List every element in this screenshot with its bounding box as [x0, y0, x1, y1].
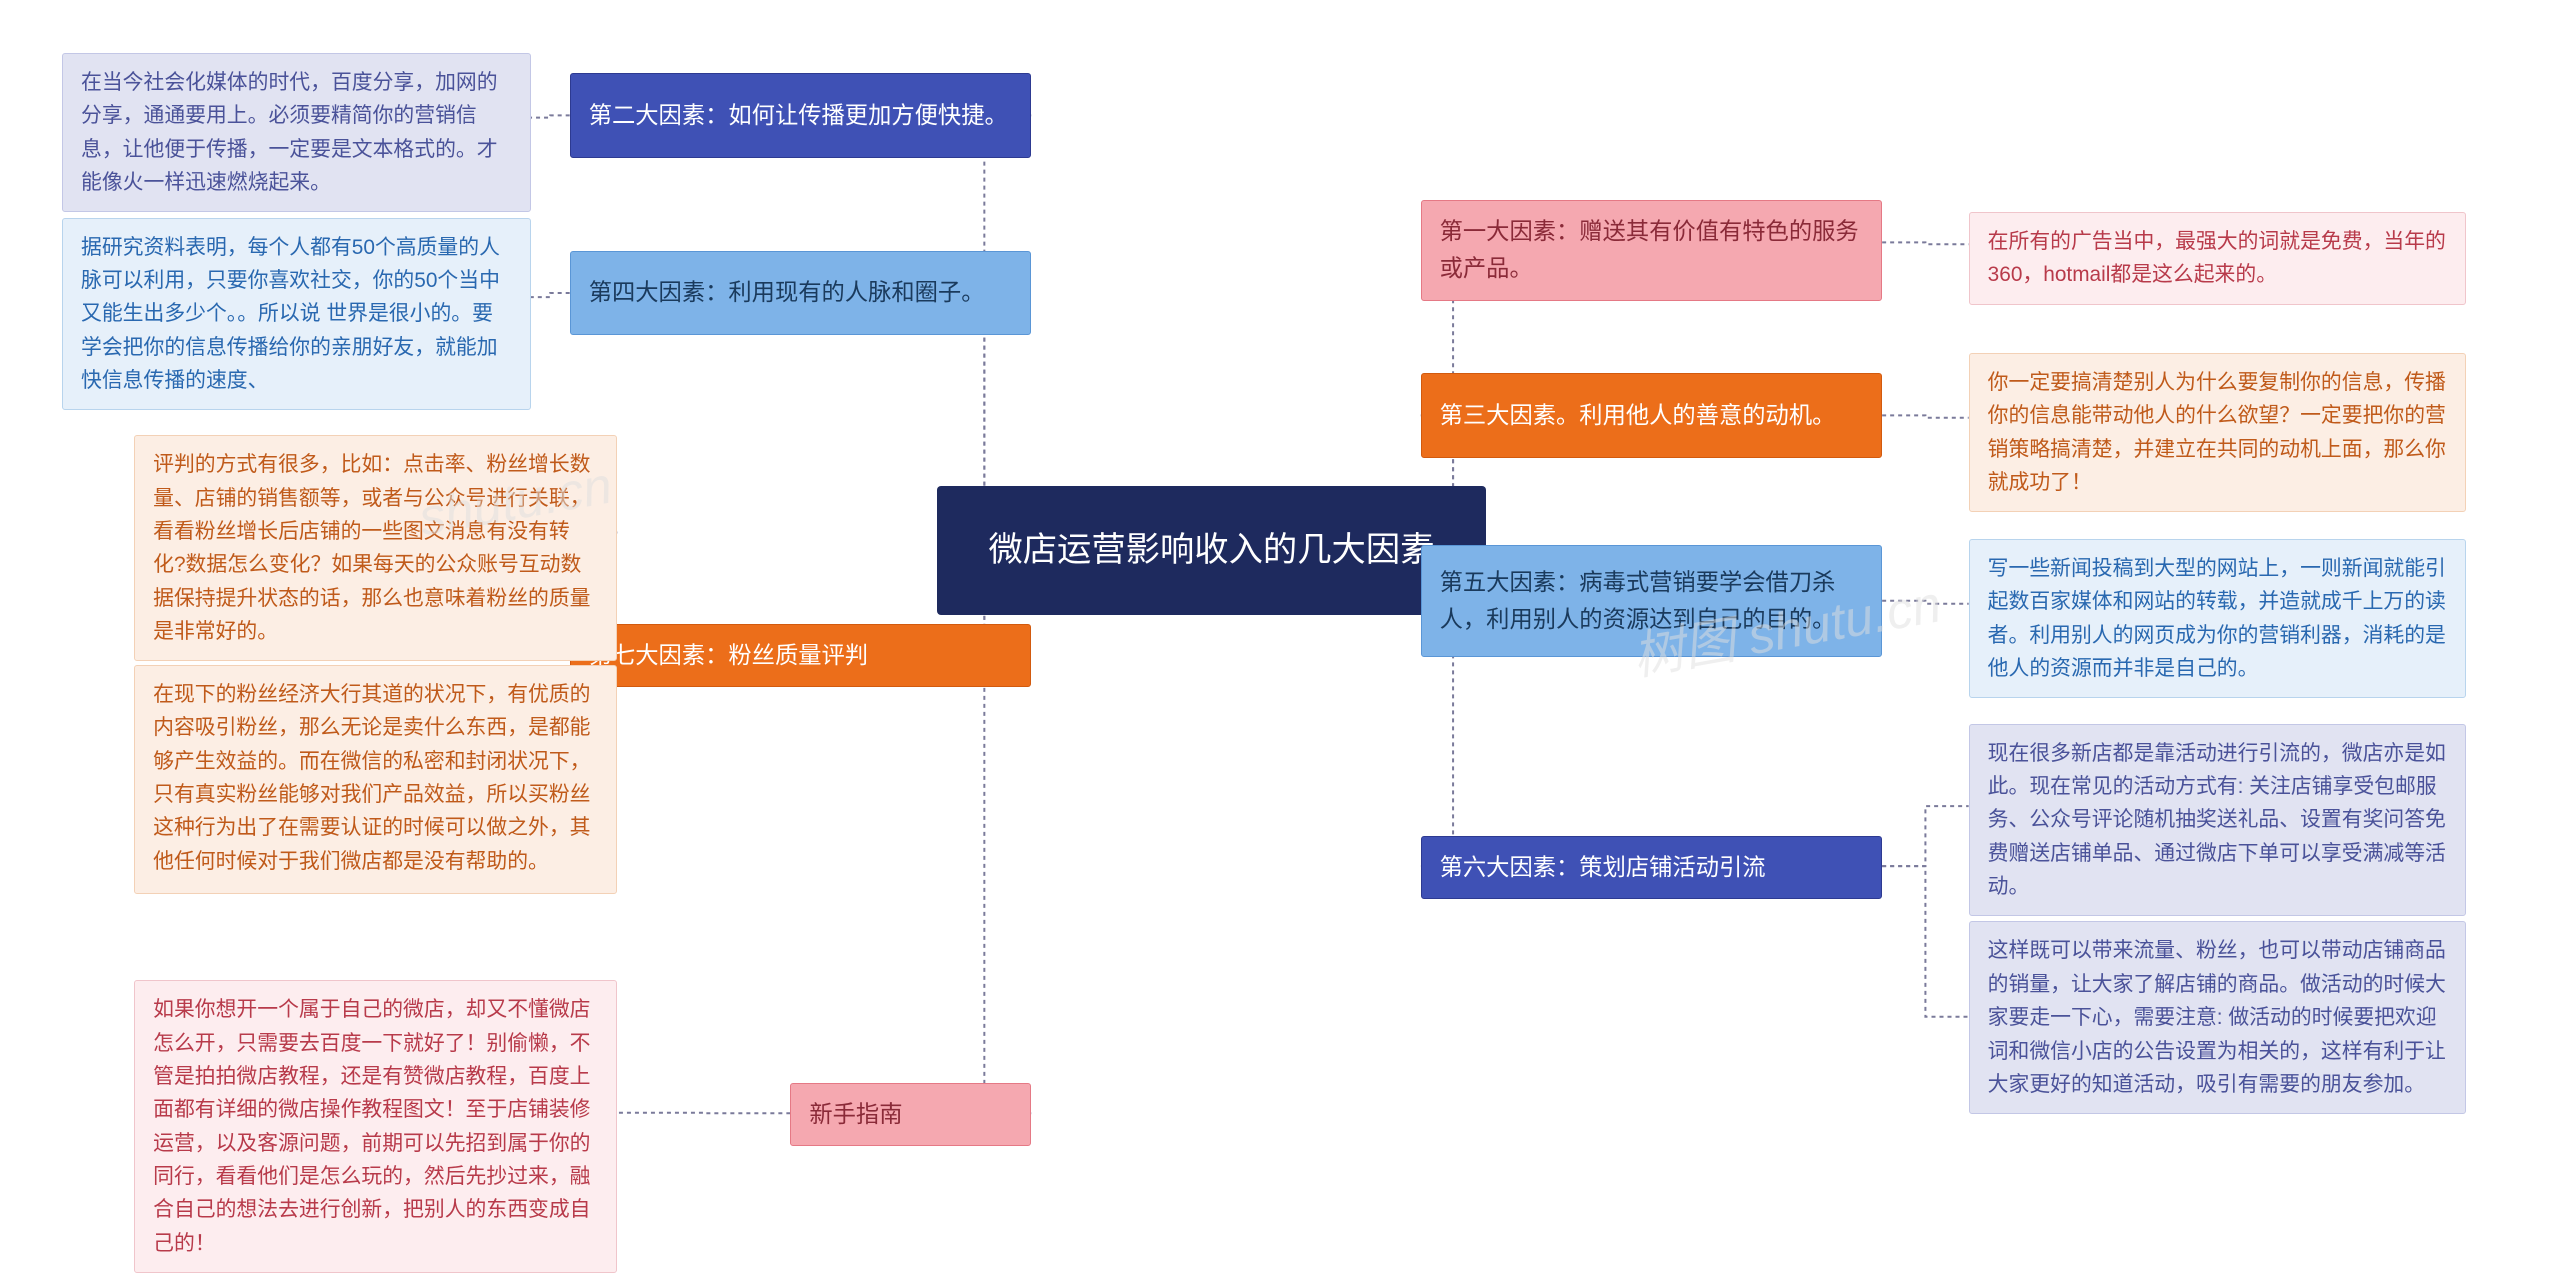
- factor-node-factor5: 第五大因素：病毒式营销要学会借刀杀人，利用别人的资源达到自己的目的。: [1421, 545, 1883, 657]
- detail-node-: 你一定要搞清楚别人为什么要复制你的信息，传播你的信息能带动他人的什么欲望？一定要…: [1969, 353, 2467, 512]
- factor-node-factor1: 第一大因素：赠送其有价值有特色的服务或产品。: [1421, 200, 1883, 301]
- detail-node-: 在所有的广告当中，最强大的词就是免费，当年的360，hotmail都是这么起来的…: [1969, 212, 2467, 305]
- factor-node-factor2: 第二大因素：如何让传播更加方便快捷。: [570, 73, 1032, 158]
- factor-node-factor4: 第四大因素：利用现有的人脉和圈子。: [570, 251, 1032, 336]
- factor-node-newbie: 新手指南: [790, 1083, 1031, 1146]
- detail-node-: 如果你想开一个属于自己的微店，却又不懂微店怎么开，只需要去百度一下就好了！别偷懒…: [134, 980, 617, 1273]
- factor-node-factor3: 第三大因素。利用他人的善意的动机。: [1421, 373, 1883, 458]
- detail-node-: 据研究资料表明，每个人都有50个高质量的人脉可以利用，只要你喜欢社交，你的50个…: [62, 218, 531, 411]
- detail-node-: 现在很多新店都是靠活动进行引流的，微店亦是如此。现在常见的活动方式有: 关注店铺…: [1969, 724, 2467, 917]
- factor-node-factor7: 第七大因素：粉丝质量评判: [570, 624, 1032, 687]
- mindmap-diagram: shutu.cn 树图 shutu.cn 微店运营影响收入的几大因素 第二大因素…: [0, 0, 2560, 1271]
- detail-node-: 写一些新闻投稿到大型的网站上，一则新闻就能引起数百家媒体和网站的转载，并造就成千…: [1969, 539, 2467, 698]
- center-node: 微店运营影响收入的几大因素: [937, 486, 1485, 615]
- factor-node-factor6: 第六大因素：策划店铺活动引流: [1421, 836, 1883, 899]
- detail-node-: 这样既可以带来流量、粉丝，也可以带动店铺商品的销量，让大家了解店铺的商品。做活动…: [1969, 921, 2467, 1114]
- detail-node-: 在现下的粉丝经济大行其道的状况下，有优质的内容吸引粉丝，那么无论是卖什么东西，是…: [134, 665, 617, 894]
- detail-node-: 在当今社会化媒体的时代，百度分享，加网的分享，通通要用上。必须要精简你的营销信息…: [62, 53, 531, 212]
- detail-node-: 评判的方式有很多，比如：点击率、粉丝增长数量、店铺的销售额等，或者与公众号进行关…: [134, 435, 617, 661]
